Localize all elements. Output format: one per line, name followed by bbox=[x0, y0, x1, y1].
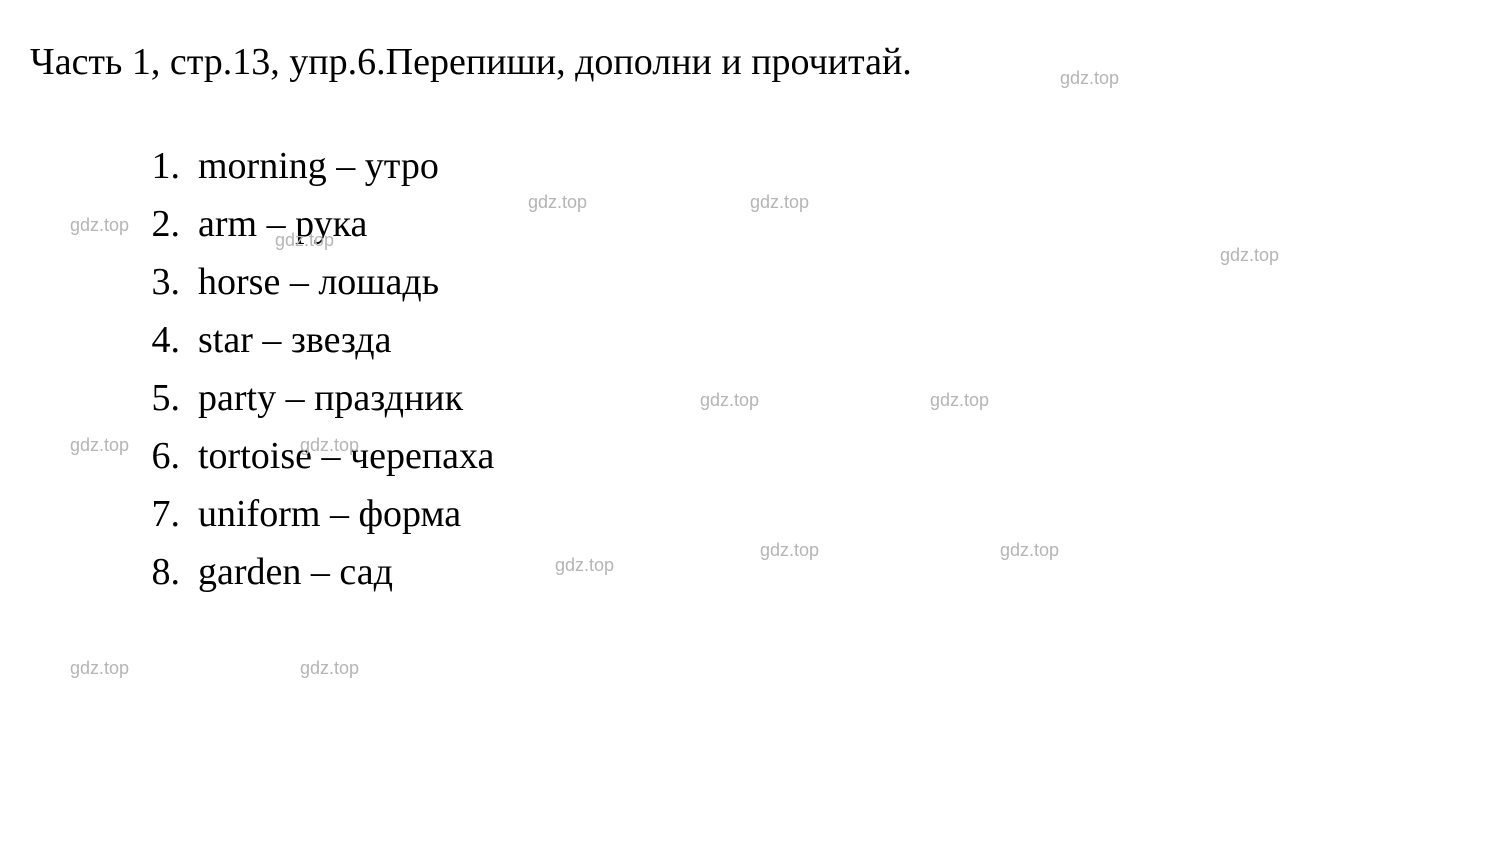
item-number: 8. bbox=[130, 550, 180, 594]
watermark-text: gdz.top bbox=[300, 658, 359, 679]
item-text: uniform – форма bbox=[198, 492, 461, 536]
vocab-item: 7. uniform – форма bbox=[130, 492, 1469, 536]
vocab-item: 3. horse – лошадь bbox=[130, 260, 1469, 304]
item-text: morning – утро bbox=[198, 144, 439, 188]
item-text: party – праздник bbox=[198, 376, 463, 420]
item-number: 6. bbox=[130, 434, 180, 478]
vocab-item: 2. arm – рука bbox=[130, 202, 1469, 246]
vocab-item: 8. garden – сад bbox=[130, 550, 1469, 594]
item-number: 5. bbox=[130, 376, 180, 420]
item-number: 3. bbox=[130, 260, 180, 304]
vocabulary-list: 1. morning – утро 2. arm – рука 3. horse… bbox=[30, 144, 1469, 594]
vocab-item: 6. tortoise – черепаха bbox=[130, 434, 1469, 478]
item-text: garden – сад bbox=[198, 550, 393, 594]
item-text: horse – лошадь bbox=[198, 260, 439, 304]
watermark-text: gdz.top bbox=[70, 658, 129, 679]
item-number: 4. bbox=[130, 318, 180, 362]
item-number: 2. bbox=[130, 202, 180, 246]
item-text: star – звезда bbox=[198, 318, 391, 362]
vocab-item: 1. morning – утро bbox=[130, 144, 1469, 188]
exercise-heading: Часть 1, стр.13, упр.6.Перепиши, дополни… bbox=[30, 40, 1469, 84]
item-text: arm – рука bbox=[198, 202, 367, 246]
item-text: tortoise – черепаха bbox=[198, 434, 494, 478]
item-number: 7. bbox=[130, 492, 180, 536]
vocab-item: 4. star – звезда bbox=[130, 318, 1469, 362]
vocab-item: 5. party – праздник bbox=[130, 376, 1469, 420]
item-number: 1. bbox=[130, 144, 180, 188]
